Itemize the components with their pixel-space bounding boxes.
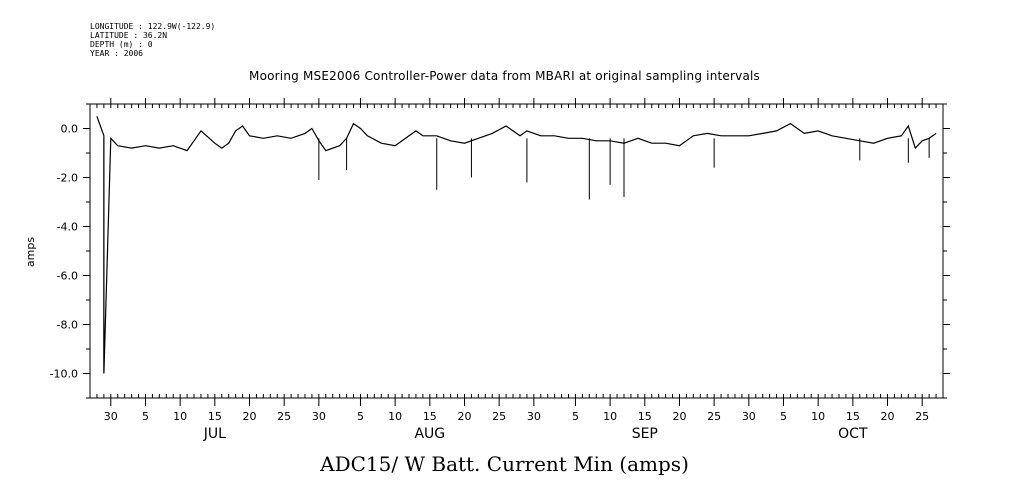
x-tick-label: 15 bbox=[423, 410, 437, 423]
metadata-block: LONGITUDE : 122.9W(-122.9) LATITUDE : 36… bbox=[90, 22, 215, 58]
x-axis-label: ADC15/ W Batt. Current Min (amps) bbox=[320, 452, 689, 476]
x-tick-label: 15 bbox=[638, 410, 652, 423]
month-label: JUL bbox=[203, 426, 226, 442]
x-axis: 30 5 10 15 20 25 30 5 10 15 20 25 30 5 10 15 20 25 30 5 10 15… bbox=[104, 98, 929, 442]
x-tick-label: 20 bbox=[672, 410, 686, 423]
month-label: AUG bbox=[414, 426, 445, 442]
plot-border bbox=[89, 103, 944, 399]
y-tick-label: -6.0 bbox=[57, 270, 78, 283]
year-label: YEAR : 2006 bbox=[90, 49, 143, 58]
x-tick-label: 10 bbox=[388, 410, 402, 423]
minor-ticks bbox=[89, 104, 944, 398]
x-tick-label: 15 bbox=[846, 410, 860, 423]
x-tick-label: 25 bbox=[277, 410, 291, 423]
series-line bbox=[96, 116, 937, 374]
x-tick-label: 5 bbox=[572, 410, 579, 423]
x-tick-label: 10 bbox=[173, 410, 187, 423]
x-tick-label: 10 bbox=[603, 410, 617, 423]
x-tick-label: 20 bbox=[243, 410, 257, 423]
x-tick-label: 30 bbox=[312, 410, 326, 423]
plot-frame bbox=[89, 103, 944, 399]
x-tick-label: 25 bbox=[915, 410, 929, 423]
y-tick-label: 0.0 bbox=[61, 123, 79, 136]
month-label: OCT bbox=[838, 426, 868, 442]
longitude-label: LONGITUDE : 122.9W(-122.9) bbox=[90, 22, 216, 31]
y-axis: -10.0 -8.0 -6.0 -4.0 -2.0 0.0 bbox=[50, 103, 950, 399]
x-tick-label: 5 bbox=[357, 410, 364, 423]
y-tick-label: -8.0 bbox=[57, 319, 78, 332]
month-label: SEP bbox=[632, 426, 658, 442]
y-axis-label: amps bbox=[24, 237, 37, 267]
y-tick-label: -10.0 bbox=[50, 368, 78, 381]
series-group bbox=[96, 116, 937, 374]
x-tick-label: 30 bbox=[527, 410, 541, 423]
y-tick-label: -4.0 bbox=[57, 221, 78, 234]
x-tick-label: 5 bbox=[780, 410, 787, 423]
y-tick-label: -2.0 bbox=[57, 172, 78, 185]
x-tick-label: 30 bbox=[742, 410, 756, 423]
x-tick-label: 25 bbox=[707, 410, 721, 423]
x-tick-label: 30 bbox=[104, 410, 118, 423]
x-tick-label: 20 bbox=[457, 410, 471, 423]
depth-label: DEPTH (m) : 0 bbox=[90, 40, 153, 49]
chart-title: Mooring MSE2006 Controller-Power data fr… bbox=[249, 69, 760, 83]
x-tick-label: 15 bbox=[208, 410, 222, 423]
x-tick-label: 20 bbox=[881, 410, 895, 423]
x-tick-label: 25 bbox=[492, 410, 506, 423]
latitude-label: LATITUDE : 36.2N bbox=[90, 31, 168, 40]
x-tick-label: 5 bbox=[142, 410, 149, 423]
x-tick-label: 10 bbox=[811, 410, 825, 423]
